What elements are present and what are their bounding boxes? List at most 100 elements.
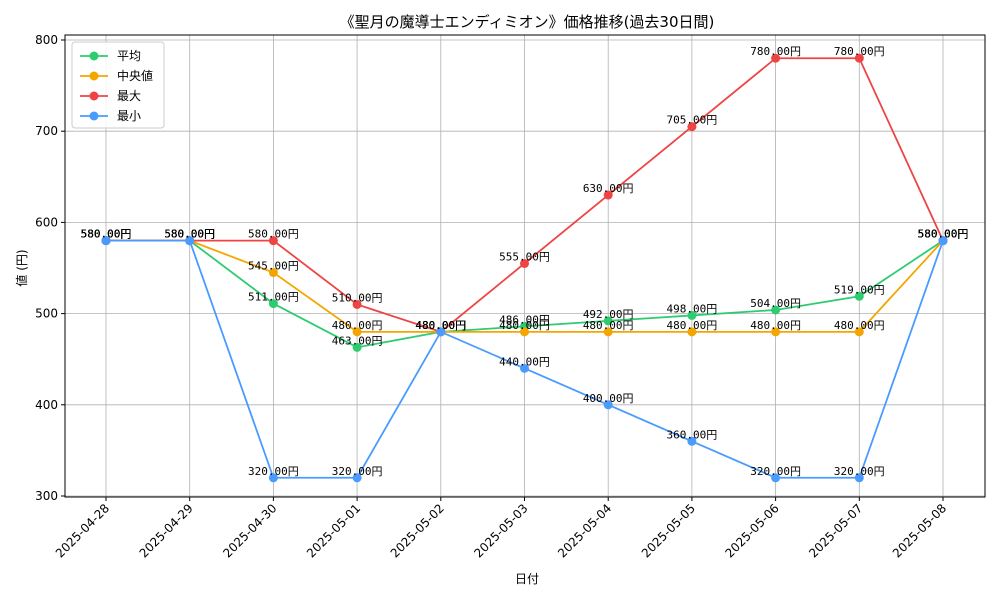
y-tick-label: 800 — [35, 33, 58, 47]
data-point — [352, 342, 362, 352]
legend-entry: 平均 — [117, 49, 141, 63]
chart-title: 《聖月の魔導士エンディミオン》価格推移(過去30日間) — [340, 13, 715, 31]
data-label: 480.00円 — [415, 319, 466, 332]
data-label: 580.00円 — [918, 228, 969, 241]
data-point — [603, 316, 613, 326]
data-label: 480.00円 — [415, 319, 466, 332]
data-label: 580.00円 — [918, 228, 969, 241]
x-tick-label: 2025-05-03 — [471, 501, 530, 560]
data-point — [603, 190, 613, 200]
data-label: 580.00円 — [81, 228, 132, 241]
y-tick-label: 300 — [35, 489, 58, 503]
data-label: 580.00円 — [164, 228, 215, 241]
axes: 2025-04-28 2025-04-29 2025-04-30 2025-05-01… — [35, 33, 986, 560]
data-point — [854, 473, 864, 483]
data-point — [687, 122, 697, 132]
data-point — [268, 473, 278, 483]
data-label: 580.00円 — [164, 228, 215, 241]
data-point — [938, 236, 948, 246]
data-label: 440.00円 — [499, 355, 550, 368]
data-label: 545.00円 — [248, 260, 299, 273]
y-tick-label: 400 — [35, 398, 58, 412]
data-label: 498.00円 — [667, 302, 718, 315]
x-tick-label: 2025-05-08 — [890, 501, 949, 560]
data-point — [854, 327, 864, 337]
data-point — [268, 299, 278, 309]
data-point — [520, 258, 529, 268]
data-label: 360.00円 — [667, 428, 718, 441]
data-label: 504.00円 — [750, 297, 801, 310]
data-label: 580.00円 — [81, 228, 132, 241]
data-label: 400.00円 — [583, 392, 634, 405]
data-point — [771, 327, 781, 337]
y-tick-label: 700 — [35, 124, 58, 138]
data-label: 580.00円 — [81, 228, 132, 241]
data-point — [352, 299, 362, 309]
data-point — [854, 53, 864, 63]
y-tick-label: 600 — [35, 215, 58, 229]
data-label: 480.00円 — [499, 319, 550, 332]
data-label: 780.00円 — [834, 45, 885, 58]
x-tick-label: 2025-04-29 — [137, 501, 196, 560]
data-label: 486.00円 — [499, 313, 550, 326]
data-label: 580.00円 — [918, 228, 969, 241]
data-point — [687, 327, 697, 337]
legend-entry: 最大 — [117, 89, 141, 103]
data-label: 463.00円 — [332, 334, 383, 347]
data-label: 511.00円 — [248, 291, 299, 304]
x-tick-label: 2025-05-04 — [555, 501, 614, 560]
legend-entry: 最小 — [117, 109, 141, 123]
legend-entry: 中央値 — [117, 68, 153, 83]
data-point — [603, 400, 613, 410]
data-point — [436, 327, 446, 337]
legend-swatch-marker — [89, 71, 99, 81]
data-label: 555.00円 — [499, 250, 550, 263]
data-point — [520, 327, 529, 337]
x-tick-label: 2025-05-01 — [304, 501, 363, 560]
data-point — [603, 327, 613, 337]
data-point — [352, 327, 362, 337]
y-tick-label: 500 — [35, 307, 58, 321]
legend-swatch-marker — [89, 51, 99, 61]
data-label: 480.00円 — [415, 319, 466, 332]
data-label: 320.00円 — [750, 465, 801, 478]
data-label: 580.00円 — [164, 228, 215, 241]
data-label: 519.00円 — [834, 283, 885, 296]
legend-swatch-marker — [89, 111, 99, 121]
data-label: 630.00円 — [583, 182, 634, 195]
data-label: 480.00円 — [415, 319, 466, 332]
data-label: 780.00円 — [750, 45, 801, 58]
data-label: 320.00円 — [332, 465, 383, 478]
data-label: 480.00円 — [583, 319, 634, 332]
data-label: 492.00円 — [583, 308, 634, 321]
data-label: 580.00円 — [918, 228, 969, 241]
y-axis-label: 値 (円) — [14, 249, 29, 286]
series-lines — [101, 53, 948, 483]
data-label: 510.00円 — [332, 291, 383, 304]
x-tick-label: 2025-04-28 — [53, 501, 112, 560]
data-point — [687, 310, 697, 320]
data-point — [185, 236, 195, 246]
x-tick-label: 2025-04-30 — [220, 501, 279, 560]
plot-frame — [64, 34, 986, 498]
x-tick-label: 2025-05-06 — [723, 501, 782, 560]
data-label: 580.00円 — [164, 228, 215, 241]
data-label: 480.00円 — [834, 319, 885, 332]
data-point — [268, 236, 278, 246]
x-tick-label: 2025-05-07 — [806, 501, 865, 560]
data-point — [101, 236, 111, 246]
data-label: 320.00円 — [248, 465, 299, 478]
data-label: 320.00円 — [834, 465, 885, 478]
data-point — [771, 305, 781, 315]
data-point — [771, 473, 781, 483]
x-tick-label: 2025-05-02 — [388, 501, 447, 560]
data-label: 705.00円 — [667, 114, 718, 127]
data-label: 580.00円 — [81, 228, 132, 241]
data-point — [520, 363, 529, 373]
legend-box — [71, 41, 165, 129]
data-label: 480.00円 — [332, 319, 383, 332]
